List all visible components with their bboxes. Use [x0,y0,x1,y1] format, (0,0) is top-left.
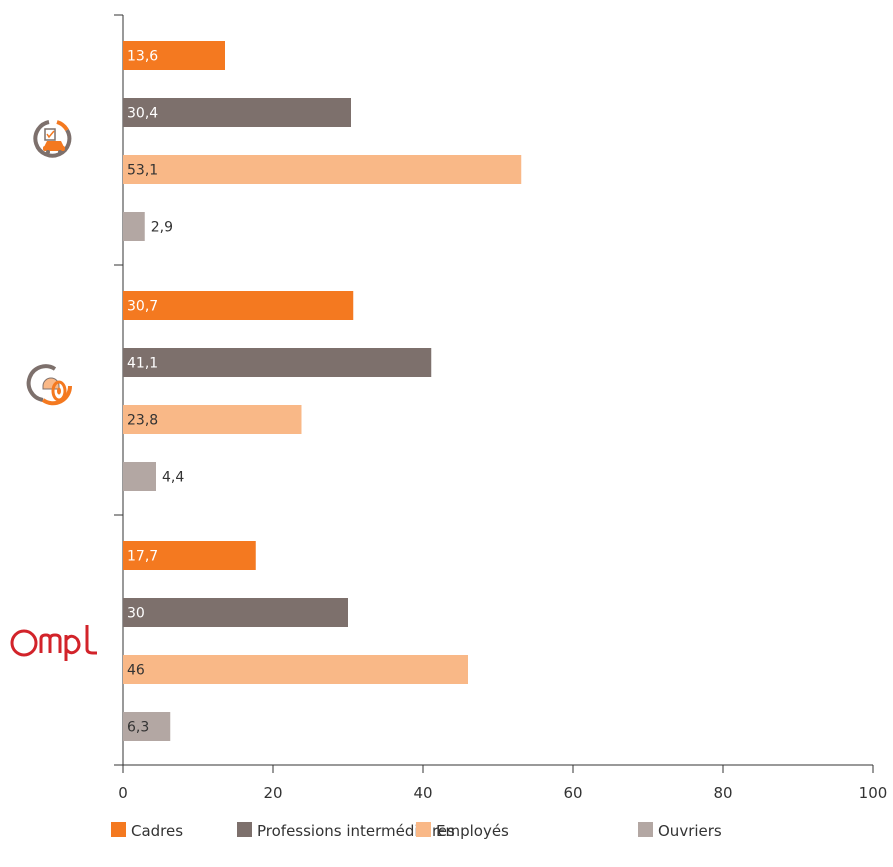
bar-professions-interm-diaires [123,348,432,377]
legend-label: Employés [436,822,509,840]
bar-value-label: 53,1 [127,163,158,179]
bar-value-label: 30,4 [127,106,158,122]
legend-swatch [111,822,126,837]
bar-value-label: 4,4 [162,470,184,486]
bar-employ-s [123,405,302,434]
legend-label: Professions intermédiaires [257,822,455,840]
bar-ouvriers [123,212,145,241]
bar-employ-s [123,155,522,184]
legend-swatch [237,822,252,837]
bar-value-label: 30 [127,606,145,622]
car-checklist-icon [33,120,72,158]
bar-ouvriers [123,462,156,491]
bar-employ-s [123,655,468,684]
x-tick-label: 0 [118,784,128,802]
bar-value-label: 41,1 [127,356,158,372]
bar-value-label: 2,9 [151,220,173,236]
bar-cadres [123,541,256,570]
x-tick-label: 60 [563,784,582,802]
x-tick-label: 100 [859,784,888,802]
bar-value-label: 13,6 [127,49,158,65]
bar-cadres [123,41,225,70]
x-tick-label: 80 [713,784,732,802]
legend-label: Cadres [131,822,183,840]
x-tick-label: 40 [413,784,432,802]
bar-value-label: 17,7 [127,549,158,565]
bar-professions-interm-diaires [123,598,348,627]
bar-value-label: 6,3 [127,720,149,736]
ompl-logo [10,625,97,661]
legend-swatch [416,822,431,837]
bar-professions-interm-diaires [123,98,351,127]
x-tick-label: 20 [263,784,282,802]
bar-cadres [123,291,354,320]
wheel-helmet-icon [26,364,73,406]
legend-swatch [638,822,653,837]
bar-ouvriers [123,712,171,741]
bar-value-label: 30,7 [127,299,158,315]
legend-label: Ouvriers [658,822,722,840]
bar-value-label: 23,8 [127,413,158,429]
bar-value-label: 46 [127,663,145,679]
